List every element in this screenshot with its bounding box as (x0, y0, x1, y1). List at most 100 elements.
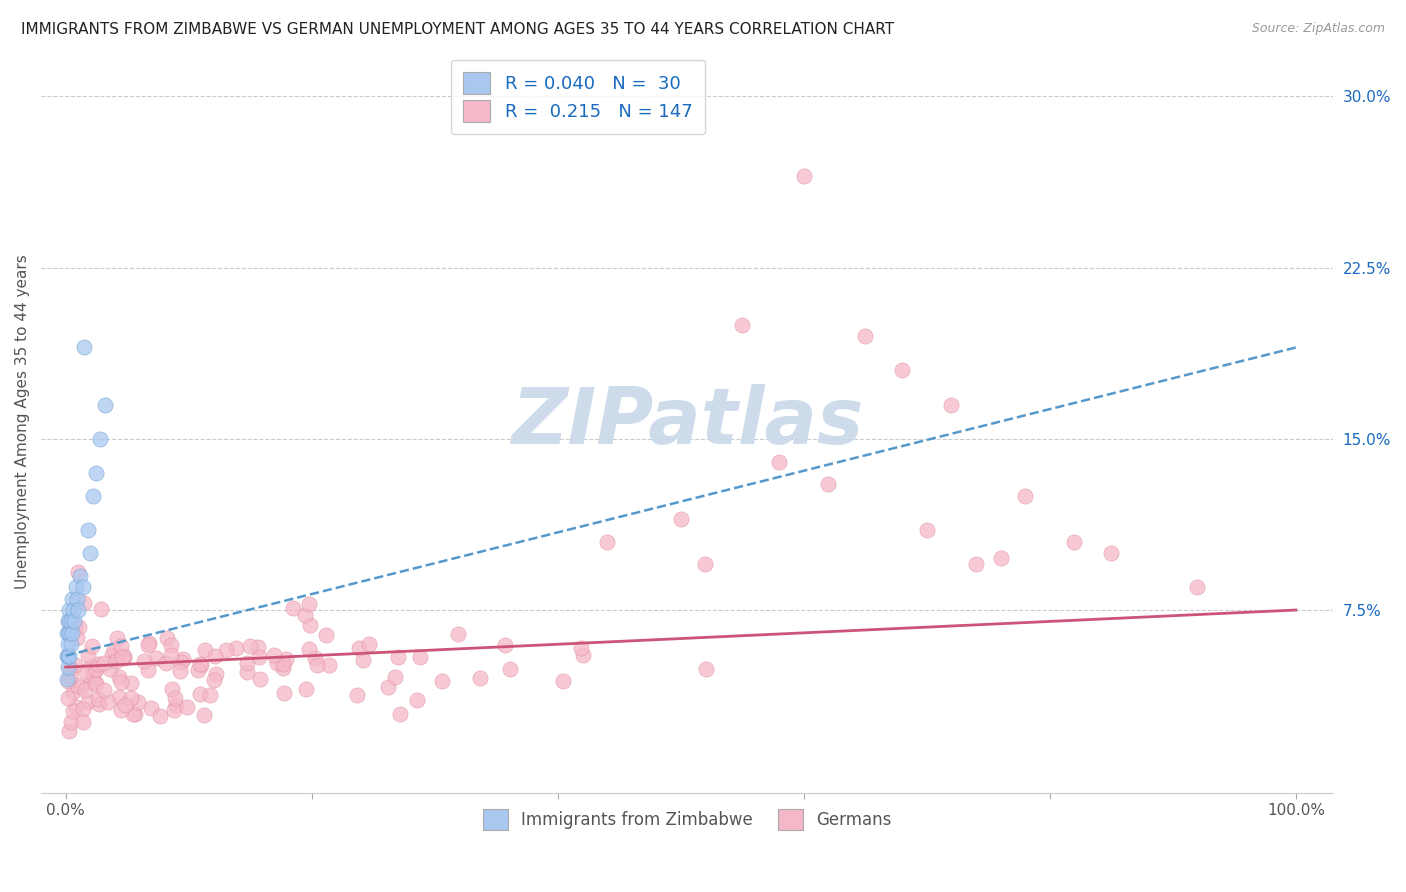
Point (141, 701, 163, 715)
Point (202, 673, 225, 688)
Point (112, 650, 135, 665)
Point (172, 652, 194, 666)
Text: IMMIGRANTS FROM ZIMBABWE VS GERMAN UNEMPLOYMENT AMONG AGES 35 TO 44 YEARS CORREL: IMMIGRANTS FROM ZIMBABWE VS GERMAN UNEMP… (21, 22, 894, 37)
Point (108, 670, 131, 684)
Point (87, 692, 110, 706)
Point (69, 568, 91, 582)
Point (124, 707, 146, 722)
Point (138, 636, 160, 650)
Point (98, 662, 121, 676)
Point (105, 653, 128, 667)
Point (65, 657, 87, 672)
Point (468, 671, 491, 685)
Point (56, 673, 79, 688)
Point (1187, 580, 1209, 594)
Point (59, 715, 82, 730)
Point (70, 680, 93, 694)
Point (239, 640, 262, 654)
Point (298, 642, 321, 657)
Point (384, 669, 406, 683)
Point (73, 341, 96, 355)
Point (695, 558, 717, 572)
Point (169, 664, 191, 678)
Point (236, 665, 259, 679)
Point (494, 638, 516, 652)
Point (105, 631, 128, 645)
Point (204, 666, 226, 681)
Point (156, 631, 179, 645)
Point (387, 649, 409, 664)
Point (388, 707, 411, 722)
Point (695, 663, 717, 677)
Point (188, 657, 211, 672)
Point (273, 686, 295, 700)
Point (87, 657, 110, 671)
Point (430, 673, 453, 688)
Point (1014, 489, 1036, 503)
Point (73, 682, 96, 697)
Point (271, 657, 294, 671)
Point (307, 658, 329, 673)
Point (58, 603, 80, 617)
Point (596, 534, 619, 549)
Point (572, 648, 595, 663)
Point (58, 625, 80, 640)
Point (853, 329, 876, 343)
Point (56, 690, 79, 705)
Point (58, 648, 80, 663)
Point (58, 615, 80, 629)
Point (76, 523, 98, 537)
Point (122, 706, 145, 721)
Point (187, 663, 209, 677)
Point (80, 674, 103, 689)
Point (84, 676, 107, 690)
Point (247, 640, 270, 654)
Point (67, 620, 90, 634)
Point (127, 695, 149, 709)
Point (112, 649, 135, 664)
Point (111, 650, 134, 665)
Point (236, 656, 259, 670)
Point (176, 700, 198, 714)
Point (194, 643, 217, 657)
Point (79, 546, 101, 560)
Point (62, 704, 84, 718)
Point (65, 700, 87, 714)
Point (63, 619, 86, 633)
Point (56, 648, 79, 663)
Point (377, 680, 399, 694)
Point (65, 580, 87, 594)
Point (120, 675, 142, 690)
Point (204, 649, 226, 664)
Point (249, 672, 271, 686)
Point (215, 642, 238, 657)
Point (72, 714, 94, 729)
Point (409, 650, 432, 665)
Point (97, 695, 120, 709)
Point (62, 603, 84, 617)
Point (56, 660, 79, 674)
Point (66, 591, 89, 606)
Point (59, 615, 82, 629)
Point (114, 698, 136, 712)
Point (1099, 546, 1122, 560)
Point (346, 688, 368, 702)
Text: Source: ZipAtlas.com: Source: ZipAtlas.com (1251, 22, 1385, 36)
Point (915, 523, 938, 537)
Point (84, 662, 107, 676)
Point (73, 596, 96, 610)
Legend: Immigrants from Zimbabwe, Germans: Immigrants from Zimbabwe, Germans (475, 803, 898, 837)
Point (298, 617, 321, 632)
Point (93, 656, 115, 670)
Point (304, 650, 326, 665)
Point (193, 707, 215, 722)
Point (225, 641, 247, 656)
Point (108, 690, 131, 705)
Point (72, 702, 94, 716)
Point (56, 672, 79, 686)
Point (499, 662, 522, 676)
Point (145, 651, 167, 665)
Point (86, 466, 108, 480)
Point (94, 398, 117, 412)
Point (58, 723, 80, 738)
